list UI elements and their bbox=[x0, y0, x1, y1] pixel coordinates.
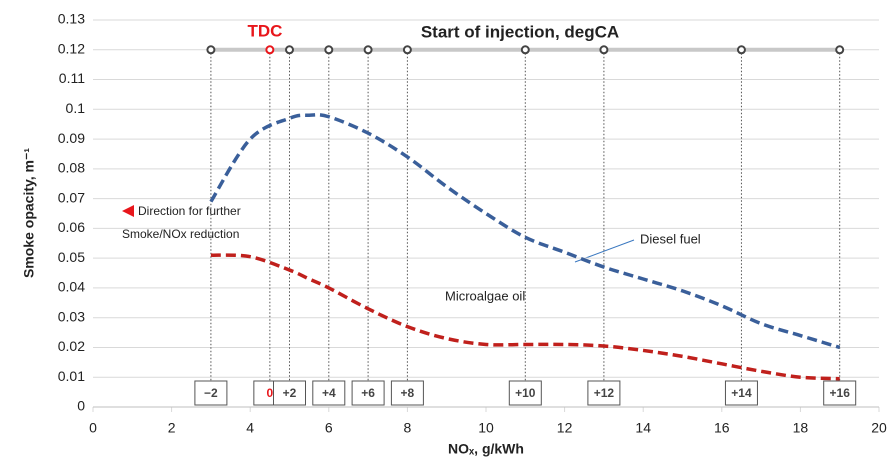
series-line bbox=[210, 253, 840, 381]
injection-label: +16 bbox=[830, 386, 851, 400]
injection-marker bbox=[402, 45, 412, 55]
x-tick-label: 2 bbox=[168, 420, 176, 436]
chart-title: Start of injection, degCA bbox=[421, 22, 619, 41]
series-label: Diesel fuel bbox=[640, 231, 701, 246]
direction-note: Smoke/NOx reduction bbox=[122, 227, 239, 241]
x-tick-label: 4 bbox=[246, 420, 254, 436]
direction-note: Direction for further bbox=[138, 204, 241, 218]
label-box bbox=[312, 380, 346, 406]
direction-arrow bbox=[122, 205, 134, 217]
x-tick-label: 8 bbox=[404, 420, 412, 436]
injection-label: +10 bbox=[515, 386, 536, 400]
label-box bbox=[390, 380, 424, 406]
tdc-label: TDC bbox=[248, 21, 283, 40]
injection-label: 0 bbox=[267, 386, 274, 400]
x-tick-label: 12 bbox=[557, 420, 573, 436]
label-box bbox=[194, 380, 228, 406]
injection-label: +12 bbox=[594, 386, 615, 400]
injection-label: +2 bbox=[283, 386, 297, 400]
y-tick-label: 0.05 bbox=[58, 249, 85, 265]
label-box bbox=[273, 380, 306, 406]
injection-marker bbox=[520, 45, 530, 55]
injection-label: +4 bbox=[322, 386, 336, 400]
injection-marker bbox=[285, 45, 294, 55]
x-tick-label: 0 bbox=[89, 420, 97, 436]
y-tick-label: 0.13 bbox=[58, 11, 85, 27]
y-tick-label: 0.11 bbox=[59, 70, 85, 86]
injection-marker bbox=[206, 45, 216, 55]
x-tick-label: 16 bbox=[714, 420, 730, 436]
y-tick-label: 0.1 bbox=[66, 100, 86, 116]
y-tick-label: 0.03 bbox=[58, 308, 85, 324]
injection-marker bbox=[599, 45, 609, 55]
x-axis-title: NOₓ, g/kWh bbox=[448, 441, 524, 457]
label-box bbox=[823, 380, 857, 406]
y-tick-label: 0.12 bbox=[58, 40, 85, 56]
y-tick-label: 0.08 bbox=[58, 160, 85, 176]
x-tick-label: 14 bbox=[635, 420, 651, 436]
y-tick-label: 0.06 bbox=[58, 219, 85, 235]
x-tick-label: 10 bbox=[478, 420, 494, 436]
y-tick-label: 0.01 bbox=[58, 368, 85, 384]
y-tick-label: 0.07 bbox=[58, 189, 85, 205]
injection-marker bbox=[736, 45, 746, 55]
y-tick-label: 0.09 bbox=[58, 130, 85, 146]
injection-label: +6 bbox=[361, 386, 375, 400]
y-tick-label: 0.02 bbox=[58, 338, 85, 354]
label-box bbox=[508, 380, 542, 406]
injection-label: −2 bbox=[204, 386, 218, 400]
injection-marker bbox=[363, 45, 373, 55]
label-box bbox=[724, 380, 758, 406]
injection-marker bbox=[324, 45, 334, 55]
series-line bbox=[209, 113, 841, 350]
injection-label: +14 bbox=[731, 386, 752, 400]
injection-label: +8 bbox=[401, 386, 415, 400]
x-tick-label: 18 bbox=[793, 420, 809, 436]
label-box bbox=[587, 380, 621, 406]
x-tick-label: 20 bbox=[871, 420, 887, 436]
x-tick-label: 6 bbox=[325, 420, 333, 436]
y-tick-label: 0.04 bbox=[58, 279, 85, 295]
y-tick-label: 0 bbox=[77, 398, 85, 414]
series-label: Microalgae oil bbox=[445, 288, 525, 303]
y-axis-title: Smoke opacity, m⁻¹ bbox=[21, 148, 37, 278]
injection-marker bbox=[835, 45, 845, 55]
injection-marker bbox=[265, 45, 275, 55]
label-box bbox=[351, 380, 385, 406]
